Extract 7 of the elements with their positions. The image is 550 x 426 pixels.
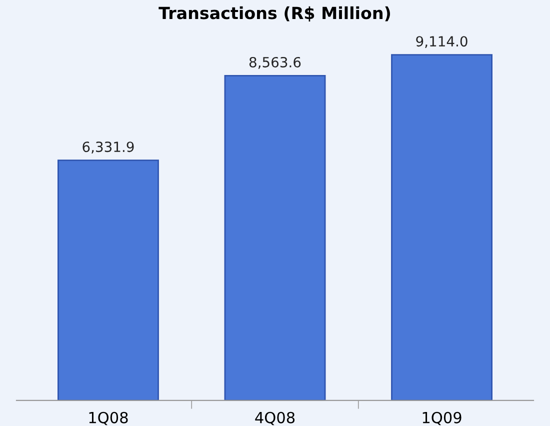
data-label: 9,114.0 [416,36,468,48]
x-tick-label: 1Q08 [89,412,128,426]
data-label: 6,331.9 [82,142,134,154]
x-tick-label: 4Q08 [255,412,295,426]
chart-title: Transactions (R$ Million) [158,6,390,22]
x-tick-label: 1Q09 [422,412,462,426]
data-label: 8,563.6 [249,56,301,69]
